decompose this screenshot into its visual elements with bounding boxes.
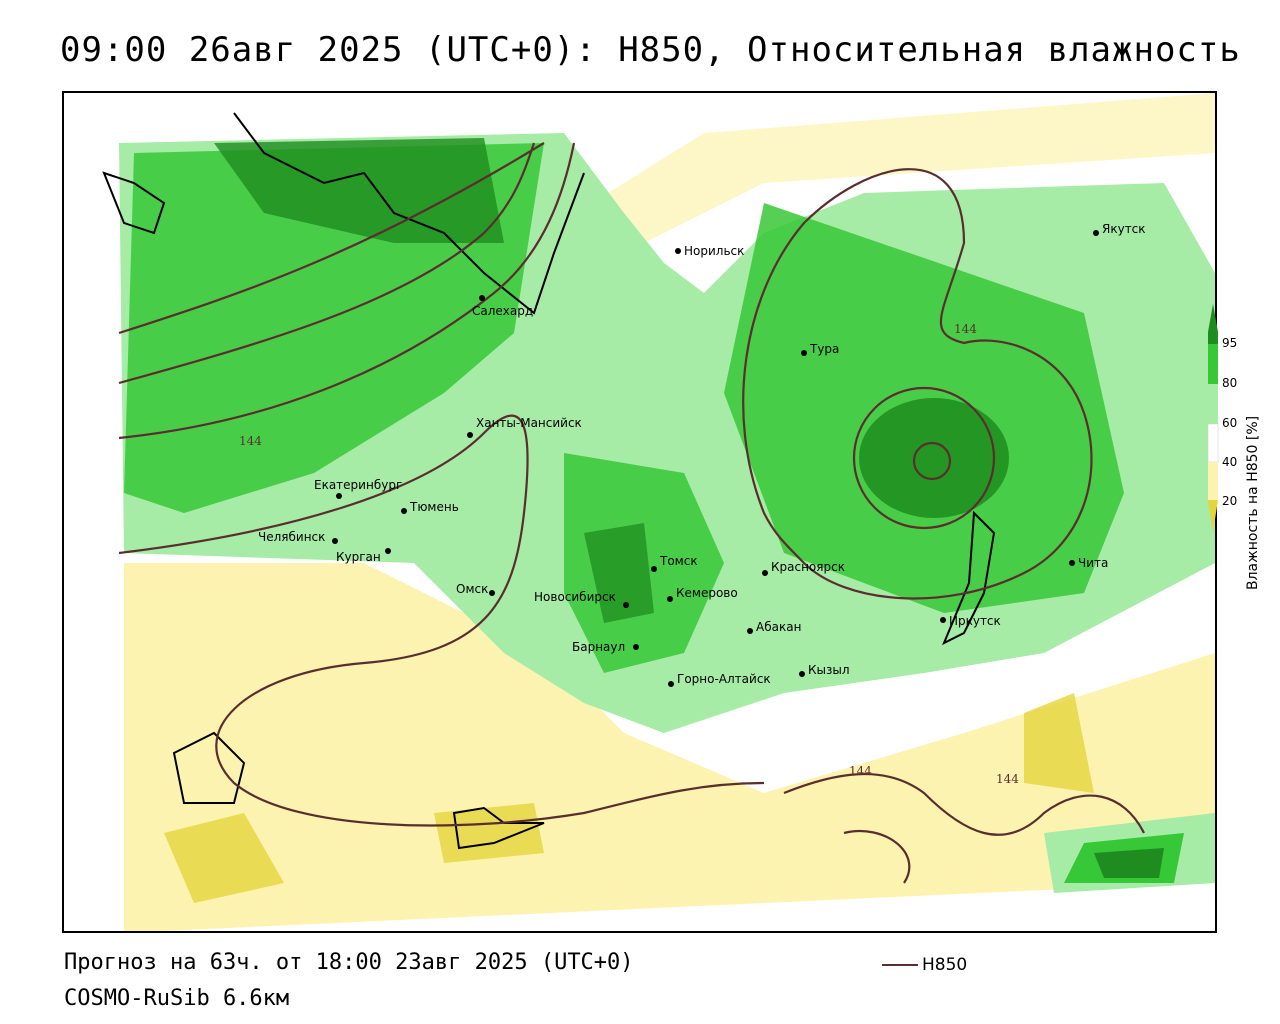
city-tyumen: Тюмень [401, 500, 459, 514]
colorbar-tick-60: 60 [1222, 416, 1237, 430]
colorbar-title: Влажность на H850 [%] [1245, 415, 1261, 590]
svg-text:Чита: Чита [1078, 556, 1108, 570]
svg-text:Горно-Алтайск: Горно-Алтайск [677, 672, 771, 686]
map-panel: 144 144 144 144 Якутск Норильск Салехард… [62, 91, 1217, 933]
city-khanty-mansiysk: Ханты-Мансийск [467, 416, 582, 438]
colorbar-band-95 [1208, 332, 1218, 344]
svg-text:Салехард: Салехард [472, 304, 533, 318]
h850-contours [118, 142, 1145, 884]
city-chita: Чита [1069, 556, 1108, 570]
dry-region-north [544, 93, 1215, 253]
svg-text:Тюмень: Тюмень [409, 500, 459, 514]
colorbar-band-80 [1208, 344, 1218, 384]
contour-legend-swatch [882, 964, 918, 966]
very-humid-core [859, 398, 1009, 518]
city-kyzyl: Кызыл [799, 663, 850, 677]
city-barnaul: Барнаул [572, 640, 639, 654]
very-humid-se [1094, 848, 1164, 878]
svg-text:Иркутск: Иркутск [949, 614, 1001, 628]
city-tura: Тура [801, 342, 839, 356]
very-dry-patch-1 [164, 813, 284, 903]
city-yekaterinburg: Екатеринбург [314, 478, 402, 499]
city-tomsk: Томск [651, 554, 698, 572]
contour-label-east: 144 [954, 322, 977, 336]
model-info: COSMO-RuSib 6.6км [64, 986, 290, 1011]
city-irkutsk: Иркутск [940, 614, 1001, 628]
city-chelyabinsk: Челябинск [258, 530, 338, 544]
lake-balkhash [172, 731, 246, 804]
svg-text:Новосибирск: Новосибирск [534, 590, 616, 604]
contour-label-southeast: 144 [996, 772, 1019, 786]
colorbar-tick-40: 40 [1222, 455, 1237, 469]
forecast-info: Прогноз на 63ч. от 18:00 23авг 2025 (UTC… [64, 950, 634, 975]
colorbar-band-40 [1207, 423, 1219, 463]
svg-text:Норильск: Норильск [684, 244, 744, 258]
svg-text:Ханты-Мансийск: Ханты-Мансийск [476, 416, 582, 430]
colorbar-bottom-arrow [1208, 500, 1218, 532]
svg-text:Челябинск: Челябинск [258, 530, 325, 544]
svg-text:Барнаул: Барнаул [572, 640, 625, 654]
city-kemerovo: Кемерово [667, 586, 738, 602]
svg-text:Омск: Омск [456, 582, 488, 596]
very-dry-patch-3 [1024, 693, 1094, 793]
colorbar-tick-95: 95 [1222, 336, 1237, 350]
city-salekhard: Салехард [472, 295, 533, 318]
svg-text:Курган: Курган [336, 550, 381, 564]
city-markers: Якутск Норильск Салехард Тура Ханты-Манс… [258, 222, 1146, 687]
svg-text:Кызыл: Кызыл [808, 663, 850, 677]
lake-baikal [942, 510, 996, 646]
city-abakan: Абакан [747, 620, 801, 634]
coastline-west [102, 171, 166, 235]
lake-south [452, 806, 545, 850]
city-yakutsk: Якутск [1093, 222, 1146, 236]
svg-text:Кемерово: Кемерово [676, 586, 738, 600]
colorbar-tick-20: 20 [1222, 494, 1237, 508]
coastline-arctic [233, 112, 585, 315]
humidity-colorbar: 95 80 60 40 20 [1207, 304, 1237, 532]
svg-text:Якутск: Якутск [1102, 222, 1146, 236]
city-kurgan: Курган [336, 548, 391, 564]
colorbar-top-arrow [1208, 304, 1218, 332]
svg-text:Тура: Тура [809, 342, 839, 356]
svg-text:Томск: Томск [659, 554, 698, 568]
svg-text:Красноярск: Красноярск [771, 560, 845, 574]
humidity-map: 144 144 144 144 Якутск Норильск Салехард… [64, 93, 1215, 931]
dry-region-south [124, 563, 1215, 931]
very-humid-center [584, 523, 654, 623]
city-krasnoyarsk: Красноярск [762, 560, 845, 576]
contour-label-west: 144 [239, 434, 262, 448]
svg-text:Екатеринбург: Екатеринбург [314, 478, 402, 492]
colorbar-band-20 [1208, 462, 1218, 500]
colorbar-tick-80: 80 [1222, 376, 1237, 390]
city-norilsk: Норильск [675, 244, 744, 258]
contour-label-south: 144 [849, 764, 872, 778]
city-novosibirsk: Новосибирск [534, 590, 629, 608]
colorbar-band-60 [1208, 384, 1218, 424]
map-title: 09:00 26авг 2025 (UTC+0): H850, Относите… [60, 30, 1241, 70]
svg-text:Абакан: Абакан [756, 620, 801, 634]
contour-legend-label: H850 [922, 955, 968, 975]
city-gorno-altaysk: Горно-Алтайск [668, 672, 771, 687]
city-omsk: Омск [456, 582, 495, 596]
